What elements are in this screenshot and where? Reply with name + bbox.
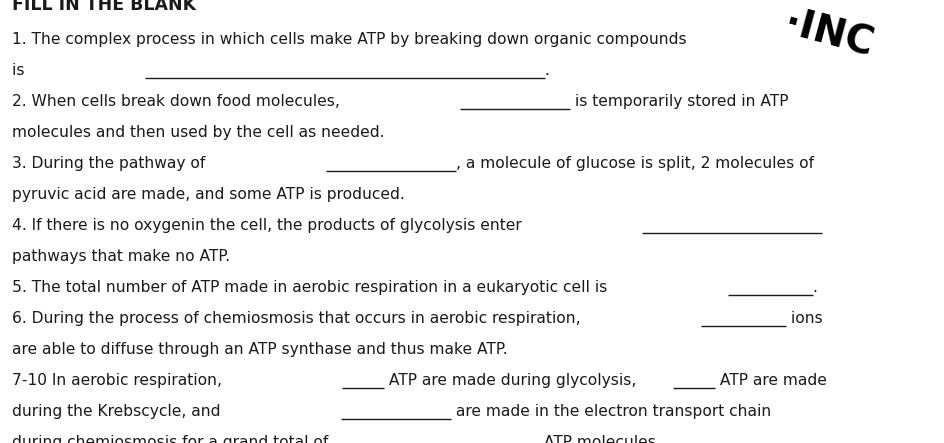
Text: , a molecule of glucose is split, 2 molecules of: , a molecule of glucose is split, 2 mole… xyxy=(455,156,813,171)
Text: during the Krebscycle, and: during the Krebscycle, and xyxy=(12,404,225,419)
Text: pathways that make no ATP.: pathways that make no ATP. xyxy=(12,249,230,264)
Text: ATP molecules.: ATP molecules. xyxy=(538,435,660,443)
Text: 2. When cells break down food molecules,: 2. When cells break down food molecules, xyxy=(12,94,345,109)
Text: ATP are made: ATP are made xyxy=(715,373,826,388)
Text: are able to diffuse through an ATP synthase and thus make ATP.: are able to diffuse through an ATP synth… xyxy=(12,342,507,357)
Text: pyruvic acid are made, and some ATP is produced.: pyruvic acid are made, and some ATP is p… xyxy=(12,187,404,202)
Text: are made in the electron transport chain: are made in the electron transport chain xyxy=(450,404,770,419)
Text: ATP are made during glycolysis,: ATP are made during glycolysis, xyxy=(384,373,641,388)
Text: 5. The total number of ATP made in aerobic respiration in a eukaryotic cell is: 5. The total number of ATP made in aerob… xyxy=(12,280,612,295)
Text: during chemiosmosis for a grand total of: during chemiosmosis for a grand total of xyxy=(12,435,333,443)
Text: is: is xyxy=(12,63,29,78)
Text: 1. The complex process in which cells make ATP by breaking down organic compound: 1. The complex process in which cells ma… xyxy=(12,32,686,47)
Text: 7-10 In aerobic respiration,: 7-10 In aerobic respiration, xyxy=(12,373,227,388)
Text: 4. If there is no oxygenin the cell, the products of glycolysis enter: 4. If there is no oxygenin the cell, the… xyxy=(12,218,526,233)
Text: 6. During the process of chemiosmosis that occurs in aerobic respiration,: 6. During the process of chemiosmosis th… xyxy=(12,311,585,326)
Text: is temporarily stored in ATP: is temporarily stored in ATP xyxy=(569,94,788,109)
Text: FILL IN THE BLANK: FILL IN THE BLANK xyxy=(12,0,196,14)
Text: .: . xyxy=(812,280,817,295)
Text: ·INC: ·INC xyxy=(779,5,876,65)
Text: 3. During the pathway of: 3. During the pathway of xyxy=(12,156,210,171)
Text: ions: ions xyxy=(785,311,822,326)
Text: molecules and then used by the cell as needed.: molecules and then used by the cell as n… xyxy=(12,125,384,140)
Text: .: . xyxy=(545,63,549,78)
